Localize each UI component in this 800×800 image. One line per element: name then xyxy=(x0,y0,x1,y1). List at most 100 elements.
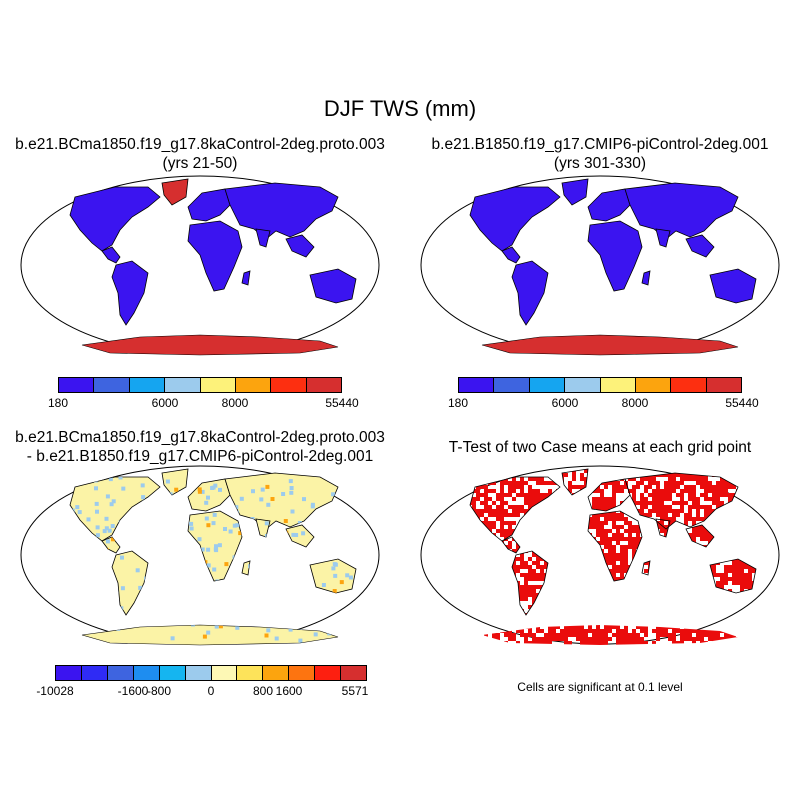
significant-cell xyxy=(588,641,592,645)
significant-cell xyxy=(644,513,648,517)
continent-central-america xyxy=(101,246,121,264)
significant-cell xyxy=(544,481,548,485)
significant-cell xyxy=(608,513,612,517)
significant-cell xyxy=(656,481,660,485)
significant-cell xyxy=(552,637,556,641)
significant-cell xyxy=(460,621,464,625)
significant-cell xyxy=(520,597,524,601)
significant-cell xyxy=(656,637,660,641)
significant-cell xyxy=(596,517,600,521)
significant-cell xyxy=(656,513,660,517)
significant-cell xyxy=(536,497,540,501)
significant-cell xyxy=(688,509,692,513)
significant-cell xyxy=(684,477,688,481)
significant-cell xyxy=(724,489,728,493)
significant-cell xyxy=(508,521,512,525)
significant-cell xyxy=(616,577,620,581)
anomaly-cell xyxy=(206,563,211,568)
significant-cell xyxy=(484,501,488,505)
significant-cell xyxy=(520,585,524,589)
significant-cell xyxy=(660,529,664,533)
significant-cell xyxy=(624,517,628,521)
significant-cell xyxy=(680,641,684,645)
significant-cell xyxy=(476,489,480,493)
anomaly-cell xyxy=(333,562,338,567)
figure-title: DJF TWS (mm) xyxy=(323,96,477,121)
significant-cell xyxy=(464,633,468,637)
anomaly-cell xyxy=(348,575,353,580)
significant-cell xyxy=(716,637,720,641)
significant-cell xyxy=(692,505,696,509)
anomaly-cell xyxy=(202,634,207,639)
continent-asia xyxy=(224,472,339,530)
significant-cell xyxy=(600,497,604,501)
anomaly-cell xyxy=(350,627,355,632)
significant-cell xyxy=(736,625,740,629)
significant-cell xyxy=(540,493,544,497)
significant-cell xyxy=(608,541,612,545)
significant-cell xyxy=(472,469,476,473)
significant-cell xyxy=(700,505,704,509)
continent-north-america xyxy=(69,476,161,542)
significant-cell xyxy=(732,637,736,641)
significant-cell xyxy=(532,585,536,589)
significant-cell xyxy=(732,573,736,577)
significant-cell xyxy=(532,577,536,581)
significant-cell xyxy=(556,625,560,629)
significant-cell xyxy=(592,641,596,645)
significant-cell xyxy=(476,513,480,517)
significant-cell xyxy=(640,497,644,501)
significant-cell xyxy=(764,593,768,597)
significant-cell xyxy=(464,469,468,473)
significant-cell xyxy=(616,553,620,557)
significant-cell xyxy=(548,641,552,645)
significant-cell xyxy=(688,469,692,473)
significant-cell xyxy=(708,637,712,641)
significant-cell xyxy=(748,477,752,481)
significant-cell xyxy=(740,625,744,629)
significant-cell xyxy=(684,637,688,641)
significant-cell xyxy=(744,609,748,613)
significant-cell xyxy=(724,485,728,489)
anomaly-cell xyxy=(331,566,336,571)
significant-cell xyxy=(684,501,688,505)
significant-cell xyxy=(548,489,552,493)
significant-cell xyxy=(496,641,500,645)
anomaly-cell xyxy=(86,517,91,522)
significant-cell xyxy=(580,477,584,481)
continent-asia xyxy=(224,182,339,240)
significant-cell xyxy=(596,497,600,501)
significant-cell xyxy=(648,485,652,489)
colorbar-ticks-bottom-left: -10028 -1600 -800 0 800 1600 5571 xyxy=(36,684,368,700)
anomaly-cell xyxy=(260,487,265,492)
coastline-europe xyxy=(587,478,631,512)
anomaly-cell xyxy=(206,630,211,635)
significant-cell xyxy=(508,545,512,549)
significant-cell xyxy=(596,525,600,529)
significant-cell xyxy=(736,617,740,621)
significant-cell xyxy=(472,481,476,485)
significant-cell xyxy=(496,477,500,481)
panel-title-line1: b.e21.BCma1850.f19_g17.8kaControl-2deg.p… xyxy=(15,429,385,446)
significant-cell xyxy=(652,641,656,645)
significant-cell xyxy=(496,517,500,521)
significant-cell xyxy=(660,497,664,501)
significant-cell xyxy=(476,485,480,489)
significant-cell xyxy=(600,537,604,541)
significant-cell xyxy=(744,625,748,629)
significant-cell xyxy=(532,641,536,645)
significant-cell xyxy=(756,617,760,621)
significant-cell xyxy=(460,477,464,481)
continent-india xyxy=(655,228,671,248)
anomaly-cell xyxy=(350,622,355,627)
significant-cell xyxy=(668,477,672,481)
significant-cell xyxy=(644,561,648,565)
significant-cell xyxy=(744,469,748,473)
significant-cell xyxy=(476,481,480,485)
significant-cell xyxy=(520,477,524,481)
significant-cell xyxy=(608,501,612,505)
significant-cell xyxy=(512,521,516,525)
significant-cell xyxy=(512,485,516,489)
significant-cell xyxy=(744,493,748,497)
significant-cell xyxy=(608,637,612,641)
